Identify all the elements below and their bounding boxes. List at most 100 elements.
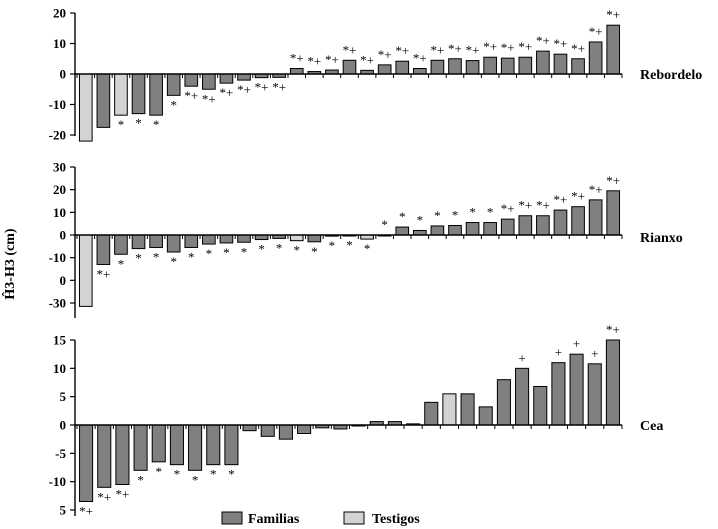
significance-mark: *+ [325,52,339,67]
y-tick-label: 0 [60,273,67,288]
significance-mark: + [518,350,525,365]
significance-mark: * [469,205,476,220]
significance-mark: + [591,346,598,361]
bar [188,424,203,471]
bar [114,234,128,255]
significance-mark: *+ [272,79,286,94]
y-tick-label: 0 [60,418,67,433]
bar [114,73,128,116]
panel-rianxo: 30 20 10 0 -10 0 -30 *+ * * * * * * * * * * * * * * * * * * * * * * *+… [49,160,683,318]
significance-mark: *+ [360,52,374,67]
significance-mark: *+ [466,43,480,58]
bar [97,424,112,488]
bar [297,424,312,434]
significance-mark: *+ [606,7,620,22]
bar [78,73,93,142]
bar [166,73,181,96]
legend-swatch-familias [221,511,243,525]
bar [465,60,480,75]
significance-mark: * [276,240,283,255]
bar [553,209,568,236]
bar [536,215,550,236]
bar [206,424,221,466]
y-tick-label: 10 [53,205,66,220]
site-label: Rianxo [640,231,683,246]
significance-mark: *+ [378,47,392,62]
bar [224,424,239,466]
bar [78,234,93,307]
significance-mark: *+ [97,489,111,504]
bar [424,401,439,426]
bar [202,73,216,90]
bar [219,73,234,84]
significance-mark: * [118,117,125,132]
significance-mark: * [311,244,318,259]
y-tick-label: 5 [60,503,67,518]
y-tick-label: 20 [53,182,66,197]
site-label: Rebordelo [640,68,702,83]
significance-mark: * [346,237,353,252]
bar [133,424,148,471]
significance-mark: * [170,254,177,269]
y-tick-label: -10 [49,474,66,489]
significance-mark: *+ [448,41,462,56]
bar [242,424,257,432]
site-label: Cea [640,419,663,434]
bar [149,73,163,116]
bar [151,424,166,463]
significance-mark: * [156,464,163,479]
bar [166,234,181,253]
significance-mark: *+ [606,173,620,188]
bar [553,53,568,75]
y-tick-label: -30 [49,296,66,311]
legend-label-familias: Familias [248,512,300,527]
bar [588,199,603,236]
bar [551,362,566,426]
bar [500,57,515,75]
significance-mark: *+ [96,266,110,281]
significance-mark: *+ [571,189,585,204]
significance-mark: *+ [518,39,532,54]
bar [518,215,533,236]
bar [289,68,304,75]
bar [289,234,304,242]
significance-mark: * [135,251,142,266]
significance-mark: * [206,246,213,261]
bar [605,339,620,426]
significance-mark: *+ [184,88,198,103]
y-tick-label: 20 [53,6,66,21]
legend: Familias Testigos [221,511,420,527]
significance-mark: * [153,249,160,264]
significance-mark: *+ [571,41,585,56]
bar [496,379,511,426]
bar [442,393,457,426]
significance-mark: * [153,117,160,132]
significance-mark: *+ [237,82,251,97]
significance-mark: * [452,207,459,222]
significance-mark: * [329,238,336,253]
y-tick-label: 0 [60,228,67,243]
significance-mark: *+ [606,322,620,337]
bar [115,424,130,485]
significance-mark: * [381,217,388,232]
bar [131,234,146,250]
significance-mark: * [399,209,406,224]
bar [518,56,533,75]
bar [96,73,111,128]
significance-mark: *+ [501,201,515,216]
significance-mark: *+ [589,182,603,197]
significance-mark: *+ [430,42,444,57]
legend-label-testigos: Testigos [372,512,420,527]
significance-mark: *+ [343,42,357,57]
bar [465,222,480,236]
bar [412,68,427,75]
bar [307,234,322,243]
bar [96,234,111,265]
significance-mark: *+ [202,91,216,106]
y-tick-label: 15 [53,333,67,348]
y-tick-label: 0 [60,67,67,82]
significance-mark: * [137,472,144,487]
bar [131,73,146,115]
significance-mark: * [241,244,248,259]
